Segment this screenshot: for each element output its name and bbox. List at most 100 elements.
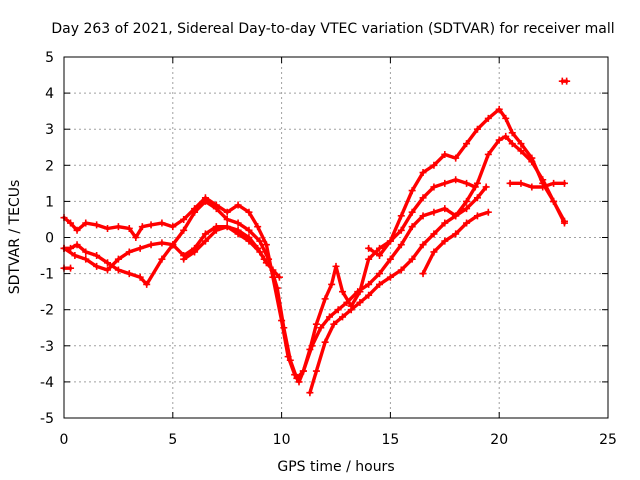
data-point-plus-marker: [132, 234, 140, 241]
data-point-plus-marker: [256, 237, 264, 245]
data-point-plus-marker: [223, 223, 231, 231]
data-point-plus-marker: [408, 255, 416, 263]
data-point-plus-marker: [328, 280, 336, 288]
data-point-plus-marker: [408, 208, 416, 216]
data-point-plus-marker: [528, 183, 536, 191]
data-point-plus-marker: [143, 280, 151, 288]
y-tick-label: 1: [45, 194, 54, 210]
data-point-plus-marker: [495, 136, 503, 144]
data-point-plus-marker: [441, 219, 449, 227]
data-point-plus-marker: [365, 255, 373, 263]
data-point-plus-marker: [343, 298, 351, 306]
data-point-plus-marker: [376, 280, 384, 288]
y-tick-label: 3: [45, 122, 54, 138]
data-point-plus-marker: [419, 169, 427, 177]
data-point-plus-marker: [262, 259, 270, 267]
data-point-plus-marker: [245, 208, 253, 216]
data-point-plus-marker: [484, 150, 492, 158]
data-point-plus-marker: [212, 226, 220, 234]
data-point-plus-marker: [452, 230, 460, 238]
data-point-plus-marker: [473, 125, 481, 133]
data-point-plus-marker: [67, 264, 75, 272]
data-point-plus-marker: [563, 77, 571, 85]
data-point-plus-marker: [201, 230, 209, 238]
data-point-plus-marker: [356, 298, 364, 306]
data-point-plus-marker: [508, 140, 516, 148]
axis-ticks: 0 5 10 15 20 25 -5 -4 -3 -2 -1 0 1 2 3 4 5: [40, 50, 617, 448]
data-point-plus-marker: [67, 219, 75, 227]
data-point-plus-marker: [452, 176, 460, 184]
data-point-plus-marker: [560, 219, 568, 227]
data-point-plus-marker: [158, 219, 166, 227]
x-tick-label: 0: [60, 432, 69, 448]
data-point-plus-marker: [93, 262, 101, 270]
data-point-plus-marker: [73, 226, 81, 234]
data-point-plus-marker: [419, 241, 427, 249]
data-point-plus-marker: [158, 255, 166, 263]
data-point-plus-marker: [93, 252, 101, 260]
data-point-plus-marker: [260, 255, 268, 263]
data-point-plus-marker: [254, 223, 262, 231]
data-point-plus-marker: [82, 219, 90, 227]
x-tick-label: 15: [381, 432, 399, 448]
data-point-plus-marker: [408, 187, 416, 195]
data-point-plus-marker: [147, 241, 155, 249]
y-tick-label: -4: [40, 375, 54, 391]
data-point-plus-marker: [430, 230, 438, 238]
data-point-plus-marker: [254, 244, 262, 252]
data-point-plus-marker: [82, 255, 90, 263]
data-point-plus-marker: [539, 176, 547, 184]
x-axis-label: GPS time / hours: [277, 459, 394, 475]
series-8: [506, 179, 568, 191]
data-point-plus-marker: [234, 201, 242, 209]
data-point-plus-marker: [104, 259, 112, 267]
data-point-plus-marker: [125, 224, 133, 232]
data-point-plus-marker: [463, 140, 471, 148]
data-point-plus-marker: [293, 374, 301, 382]
data-point-plus-marker: [539, 183, 547, 191]
series-6: [365, 176, 479, 260]
y-tick-label: 5: [45, 50, 54, 66]
data-point-plus-marker: [463, 205, 471, 213]
data-point-plus-marker: [212, 205, 220, 213]
x-tick-label: 25: [599, 432, 617, 448]
data-point-plus-marker: [317, 324, 325, 332]
data-point-plus-marker: [273, 284, 281, 292]
data-point-plus-marker: [295, 378, 303, 386]
data-point-plus-marker: [452, 154, 460, 162]
data-point-plus-marker: [312, 367, 320, 375]
data-point-plus-marker: [397, 226, 405, 234]
data-point-plus-marker: [93, 221, 101, 229]
data-point-plus-marker: [321, 338, 329, 346]
data-point-plus-marker: [441, 205, 449, 213]
series-line: [62, 134, 567, 380]
data-point-plus-marker: [73, 241, 81, 249]
series-4: [180, 223, 268, 263]
data-point-plus-marker: [82, 248, 90, 256]
data-point-plus-marker: [473, 194, 481, 202]
data-point-plus-marker: [180, 226, 188, 234]
data-point-plus-marker: [408, 223, 416, 231]
data-point-plus-marker: [430, 161, 438, 169]
data-point-plus-marker: [484, 208, 492, 216]
y-tick-label: -3: [40, 339, 54, 355]
data-point-plus-marker: [419, 270, 427, 278]
y-tick-label: 0: [45, 231, 54, 247]
chart-title: Day 263 of 2021, Sidereal Day-to-day VTE…: [51, 21, 614, 37]
y-tick-label: 4: [45, 86, 54, 102]
data-point-plus-marker: [286, 356, 294, 364]
data-point-plus-marker: [376, 252, 384, 260]
data-point-plus-marker: [517, 179, 525, 187]
data-point-plus-marker: [321, 295, 329, 303]
series-9: [60, 264, 75, 272]
data-point-plus-marker: [397, 212, 405, 220]
data-point-plus-marker: [441, 237, 449, 245]
data-point-plus-marker: [138, 223, 146, 231]
data-point-plus-marker: [114, 266, 122, 274]
data-point-plus-marker: [386, 255, 394, 263]
y-tick-label: -2: [40, 303, 54, 319]
y-tick-label: -5: [40, 411, 54, 427]
data-point-plus-marker: [550, 197, 558, 205]
data-point-plus-marker: [262, 241, 270, 249]
